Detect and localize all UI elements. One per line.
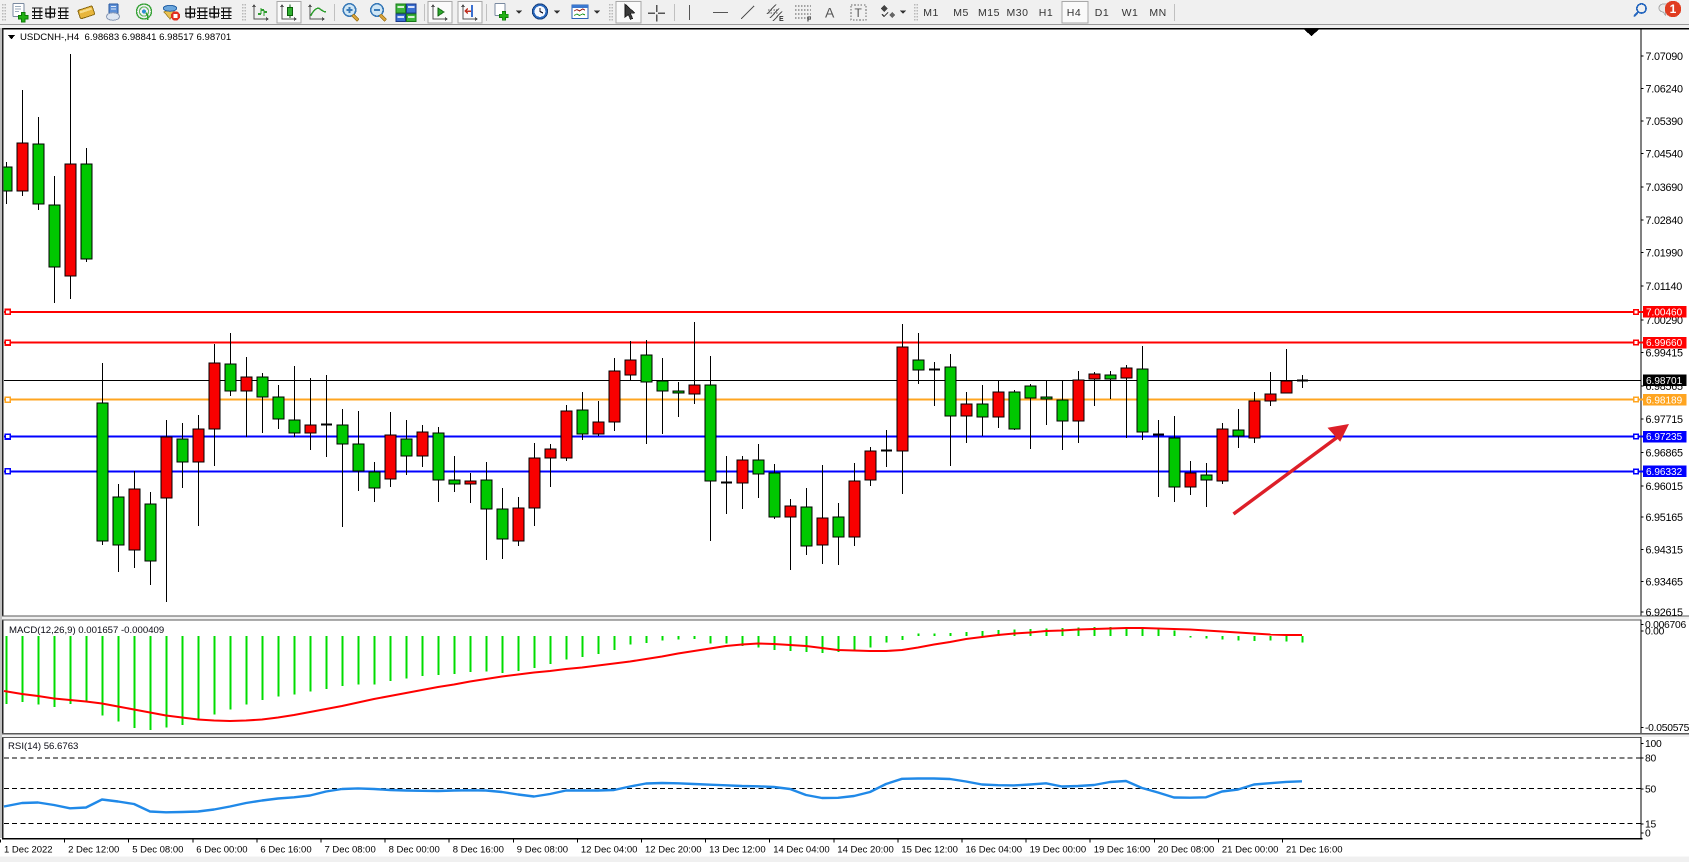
svg-text:7.01140: 7.01140 bbox=[1646, 281, 1683, 293]
svg-text:0: 0 bbox=[1645, 828, 1651, 839]
svg-text:6.99415: 6.99415 bbox=[1646, 347, 1684, 359]
svg-text:-0.050575: -0.050575 bbox=[1645, 723, 1689, 734]
svg-text:H4: H4 bbox=[1067, 7, 1081, 19]
svg-text:80: 80 bbox=[1645, 754, 1656, 765]
svg-text:0.006706: 0.006706 bbox=[1645, 620, 1686, 631]
svg-text:21 Dec 16:00: 21 Dec 16:00 bbox=[1286, 845, 1343, 856]
svg-text:7.00460: 7.00460 bbox=[1646, 308, 1683, 319]
svg-text:6.97715: 6.97715 bbox=[1646, 414, 1684, 426]
svg-text:1 Dec 2022: 1 Dec 2022 bbox=[4, 845, 53, 856]
svg-text:6.97235: 6.97235 bbox=[1646, 432, 1683, 443]
svg-text:W1: W1 bbox=[1122, 7, 1139, 19]
svg-text:19 Dec 00:00: 19 Dec 00:00 bbox=[1030, 845, 1087, 856]
svg-text:20 Dec 08:00: 20 Dec 08:00 bbox=[1158, 845, 1215, 856]
svg-text:6.96015: 6.96015 bbox=[1646, 481, 1684, 493]
svg-text:A: A bbox=[825, 5, 835, 21]
svg-text:6.96332: 6.96332 bbox=[1646, 467, 1683, 478]
svg-text:6 Dec 16:00: 6 Dec 16:00 bbox=[260, 845, 311, 856]
svg-text:7.06240: 7.06240 bbox=[1646, 83, 1684, 95]
svg-text:15 Dec 12:00: 15 Dec 12:00 bbox=[901, 845, 958, 856]
svg-text:D1: D1 bbox=[1095, 7, 1109, 19]
svg-text:M15: M15 bbox=[978, 7, 1000, 19]
svg-text:6.98189: 6.98189 bbox=[1646, 395, 1683, 406]
svg-text:MACD(12,26,9) 0.001657 -0.0004: MACD(12,26,9) 0.001657 -0.000409 bbox=[9, 625, 164, 636]
svg-text:F: F bbox=[807, 17, 812, 24]
svg-text:6.98701: 6.98701 bbox=[1646, 376, 1683, 387]
svg-text:RSI(14) 56.6763: RSI(14) 56.6763 bbox=[8, 741, 78, 752]
svg-text:50: 50 bbox=[1645, 785, 1656, 796]
svg-text:8 Dec 00:00: 8 Dec 00:00 bbox=[389, 845, 440, 856]
svg-text:M1: M1 bbox=[923, 7, 939, 19]
svg-text:6.99660: 6.99660 bbox=[1646, 338, 1683, 349]
svg-text:19 Dec 16:00: 19 Dec 16:00 bbox=[1094, 845, 1151, 856]
svg-text:7.05390: 7.05390 bbox=[1646, 116, 1684, 128]
svg-text:12 Dec 04:00: 12 Dec 04:00 bbox=[581, 845, 638, 856]
svg-text:1: 1 bbox=[1670, 2, 1677, 16]
svg-text:H1: H1 bbox=[1039, 7, 1053, 19]
svg-text:2 Dec 12:00: 2 Dec 12:00 bbox=[68, 845, 119, 856]
svg-text:6.94315: 6.94315 bbox=[1646, 544, 1684, 556]
svg-text:6 Dec 00:00: 6 Dec 00:00 bbox=[196, 845, 247, 856]
svg-text:0.00: 0.00 bbox=[1645, 626, 1665, 637]
svg-text:MN: MN bbox=[1149, 7, 1166, 19]
svg-text:T: T bbox=[855, 6, 863, 20]
svg-text:7.01990: 7.01990 bbox=[1646, 247, 1684, 259]
svg-text:7.04540: 7.04540 bbox=[1646, 148, 1684, 160]
svg-text:7.00290: 7.00290 bbox=[1646, 315, 1684, 327]
svg-text:USDCNH-,H4 6.98683 6.98841 6.: USDCNH-,H4 6.98683 6.98841 6.98517 6.987… bbox=[20, 32, 231, 43]
svg-text:7.03690: 7.03690 bbox=[1646, 182, 1684, 194]
svg-text:16 Dec 04:00: 16 Dec 04:00 bbox=[966, 845, 1023, 856]
svg-text:6.96865: 6.96865 bbox=[1646, 447, 1684, 459]
svg-text:8 Dec 16:00: 8 Dec 16:00 bbox=[453, 845, 504, 856]
svg-text:M5: M5 bbox=[953, 7, 969, 19]
svg-text:21 Dec 00:00: 21 Dec 00:00 bbox=[1222, 845, 1279, 856]
svg-text:9 Dec 08:00: 9 Dec 08:00 bbox=[517, 845, 568, 856]
svg-text:12 Dec 20:00: 12 Dec 20:00 bbox=[645, 845, 702, 856]
svg-text:15: 15 bbox=[1645, 820, 1656, 831]
svg-text:14 Dec 20:00: 14 Dec 20:00 bbox=[837, 845, 894, 856]
svg-text:100: 100 bbox=[1645, 739, 1662, 750]
svg-text:5 Dec 08:00: 5 Dec 08:00 bbox=[132, 845, 183, 856]
svg-text:6.95165: 6.95165 bbox=[1646, 512, 1684, 524]
svg-text:7.07090: 7.07090 bbox=[1646, 51, 1684, 63]
svg-text:E: E bbox=[779, 16, 784, 23]
svg-text:7 Dec 08:00: 7 Dec 08:00 bbox=[325, 845, 376, 856]
svg-text:13 Dec 12:00: 13 Dec 12:00 bbox=[709, 845, 766, 856]
svg-text:14 Dec 04:00: 14 Dec 04:00 bbox=[773, 845, 830, 856]
svg-text:6.93465: 6.93465 bbox=[1646, 576, 1684, 588]
svg-text:6.92615: 6.92615 bbox=[1646, 607, 1684, 619]
svg-text:7.02840: 7.02840 bbox=[1646, 215, 1684, 227]
svg-text:M30: M30 bbox=[1007, 7, 1029, 19]
